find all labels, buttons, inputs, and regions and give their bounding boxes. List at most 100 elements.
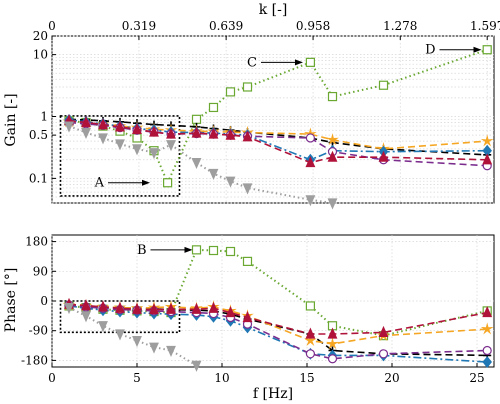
data-point-marker [305,57,315,67]
data-point-marker [378,150,389,162]
gain-series-line [68,48,488,186]
data-point-marker [482,153,493,165]
data-point-marker [482,345,492,356]
phase-y-axis-label: Phase [°] [3,268,19,333]
data-point-marker [166,345,176,357]
gain-panel: A C D 0 0.319 0.639 0.958 1.278 1.597 0.1 0.5 1 10… [3,2,500,210]
data-point-marker [305,156,316,168]
annotation-label: B [137,243,147,258]
data-point-marker [166,302,176,314]
data-point-marker [304,333,317,347]
annotation-arrowhead [142,179,150,186]
data-point-marker [305,349,315,359]
data-point-marker [81,299,91,311]
phase-y-tick-label: 180 [25,235,48,249]
gain-highlight-box [59,115,181,197]
data-point-marker [482,356,492,369]
data-point-marker [163,178,173,188]
phase-y-tick-label: 0 [40,294,48,308]
data-point-marker [191,114,202,124]
top-axis-label: k [-] [259,2,288,18]
data-point-marker [81,116,91,128]
annotation-label: D [425,43,435,58]
phase-y-tick-label: -180 [21,353,48,367]
data-point-marker [242,82,253,92]
phase-series-line [68,305,488,363]
data-point-marker [208,102,219,113]
top-axis-tick-label: 1.278 [383,19,417,33]
data-point-marker [132,336,142,348]
data-point-marker [378,325,389,337]
data-point-marker [132,302,142,314]
phase-y-tick-label: 90 [33,264,48,278]
bottom-axis-tick-label: 0 [48,371,56,385]
gain-y-tick-label: 1 [40,110,48,124]
gain-series-line [68,119,488,164]
bottom-axis-tick-label: 25 [469,371,484,385]
data-point-marker [191,126,202,138]
gain-y-tick-label: 10 [33,48,48,62]
data-point-marker [149,303,159,315]
annotation-label: C [247,55,257,70]
data-point-marker [81,127,91,140]
top-axis-tick-label: 0.319 [122,19,156,33]
gain-y-axis-label: Gain [-] [3,93,19,146]
data-point-marker [98,321,108,333]
bottom-axis-ticks: 0 5 10 15 20 25 [48,363,485,385]
gain-series [62,45,494,210]
data-point-marker [242,311,253,323]
data-point-marker [98,118,108,130]
top-axis-tick-label: 1.597 [470,19,500,33]
data-point-marker [132,144,142,156]
data-point-marker [64,121,74,133]
data-point-marker [166,140,176,152]
gain-annotations: A C D [94,43,482,191]
data-point-marker [225,306,236,318]
data-point-marker [132,133,142,143]
data-point-marker [327,354,338,364]
data-point-marker [305,327,316,339]
top-axis-ticks: 0 0.319 0.639 0.958 1.278 1.597 [48,19,500,40]
top-axis-tick-label: 0 [48,19,56,33]
data-point-marker [191,302,202,314]
data-point-marker [64,303,74,315]
data-point-marker [327,198,338,210]
data-point-marker [81,311,91,323]
bottom-axis-tick-label: 5 [133,371,141,385]
phase-panel: B 0 5 10 15 20 25 180 90 0 -90 -180 f [Hz] Phase … [3,234,495,402]
gain-y-tick-label: 0.1 [29,171,48,185]
phase-y-tick-label: -90 [29,324,48,338]
phase-series [62,245,494,372]
top-axis-tick-label: 0.958 [296,19,330,33]
data-point-marker [191,157,202,170]
data-point-marker [480,322,494,335]
annotation-arrowhead [184,246,193,253]
data-point-marker [208,245,219,256]
gain-y-axis-ticks: 0.1 0.5 1 10 20 [29,29,56,185]
phase-annotations: B [137,243,193,258]
bottom-axis-tick-label: 20 [384,371,399,385]
data-point-marker [115,120,125,132]
data-point-marker [149,125,159,137]
data-point-marker [149,342,159,354]
top-axis-tick-label: 0.639 [209,19,243,33]
data-point-marker [327,91,338,102]
data-point-marker [191,360,202,372]
data-point-marker [378,80,389,90]
data-point-marker [115,301,125,313]
gain-zoom-box [59,115,181,197]
data-point-marker [482,45,492,55]
data-point-marker [482,306,493,318]
annotation-label: A [94,176,105,191]
gain-series-line [68,121,488,167]
data-point-marker [208,168,219,180]
data-point-marker [132,122,142,134]
data-point-marker [305,133,315,143]
data-point-marker [326,337,339,350]
data-point-marker [208,301,219,313]
data-point-marker [305,195,316,207]
data-point-marker [98,133,108,145]
data-point-marker [115,139,125,151]
data-point-marker [327,327,338,339]
